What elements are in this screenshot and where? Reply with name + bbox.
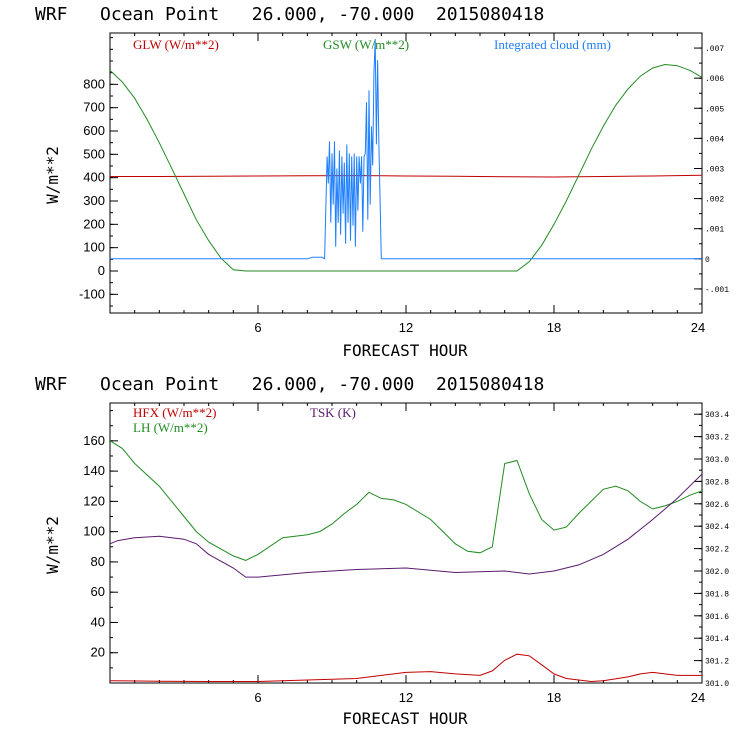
- y2-tick-label: 302.2: [705, 546, 729, 555]
- y-tick-label: 0: [98, 263, 105, 278]
- y-tick-label: 300: [83, 193, 105, 208]
- series-line-1: [110, 63, 702, 272]
- y2-tick-label: 302.6: [705, 501, 729, 510]
- top-x-axis-label: FORECAST HOUR: [342, 341, 468, 360]
- y2-tick-label: .005: [705, 105, 724, 114]
- bottom-chart-title: WRF Ocean Point 26.000, -70.000 20150804…: [35, 374, 544, 395]
- y2-tick-label: 303.2: [705, 434, 729, 443]
- y-tick-label: 40: [91, 614, 105, 629]
- y-tick-label: -100: [79, 286, 105, 301]
- legend-entry-0: HFX (W/m**2): [133, 405, 216, 420]
- y-tick-label: 140: [83, 463, 105, 478]
- y2-tick-label: -.001: [705, 286, 729, 295]
- y2-tick-label: 303.4: [705, 411, 729, 420]
- y-tick-label: 200: [83, 216, 105, 231]
- legend-entry-2: TSK (K): [310, 405, 356, 420]
- y2-tick-label: 301.6: [705, 613, 729, 622]
- x-tick-label: 12: [399, 690, 413, 705]
- bottom-y-axis-label: W/m**2: [43, 516, 62, 574]
- y2-tick-label: 302.4: [705, 523, 729, 532]
- y-tick-label: 120: [83, 493, 105, 508]
- plot-frame: [109, 402, 703, 684]
- series-line-0: [110, 174, 702, 178]
- y2-tick-label: .004: [705, 135, 724, 144]
- y2-tick-label: .001: [705, 226, 724, 235]
- y-tick-label: 60: [91, 584, 105, 599]
- y2-tick-label: 301.4: [705, 635, 729, 644]
- x-tick-label: 6: [254, 320, 261, 335]
- series-line-2: [110, 38, 702, 260]
- top-chart-plot: 6 12 18 24 -100 0 100 200 300 400 500 600 700 800 -.00…: [79, 32, 729, 335]
- y2-tick-label: 301.0: [705, 680, 729, 689]
- y2-tick-label: 303.0: [705, 456, 729, 465]
- x-tick-label: 12: [399, 320, 413, 335]
- bottom-x-axis-label: FORECAST HOUR: [342, 709, 468, 728]
- x-tick-label: 24: [691, 320, 705, 335]
- x-tick-label: 18: [547, 320, 561, 335]
- series-line-2: [110, 473, 702, 578]
- x-tick-label: 6: [254, 690, 261, 705]
- y-tick-label: 600: [83, 123, 105, 138]
- y2-tick-label: .007: [705, 45, 724, 54]
- legend-entry-1: GSW (W/m**2): [323, 37, 409, 52]
- legend-entry-0: GLW (W/m**2): [133, 37, 219, 52]
- y-tick-label: 500: [83, 146, 105, 161]
- y-tick-label: 400: [83, 170, 105, 185]
- x-tick-label: 18: [547, 690, 561, 705]
- y2-tick-label: .003: [705, 165, 724, 174]
- y-tick-label: 800: [83, 76, 105, 91]
- y2-tick-label: 0: [705, 256, 710, 265]
- top-chart-title: WRF Ocean Point 26.000, -70.000 20150804…: [35, 4, 544, 25]
- legend-entry-2: Integrated cloud (mm): [494, 37, 611, 52]
- series-line-1: [110, 440, 702, 561]
- top-y-axis-label: W/m**2: [43, 146, 62, 204]
- y-tick-label: 80: [91, 554, 105, 569]
- y-tick-label: 160: [83, 433, 105, 448]
- x-tick-label: 24: [691, 690, 705, 705]
- y-tick-label: 100: [83, 240, 105, 255]
- legend-entry-1: LH (W/m**2): [133, 420, 208, 435]
- bottom-chart-plot: 6 12 18 24 20 40 60 80 100 120 140 160 301.0 301.2 301…: [83, 402, 729, 705]
- y2-tick-label: .002: [705, 196, 724, 205]
- y-tick-label: 700: [83, 100, 105, 115]
- y-tick-label: 20: [91, 645, 105, 660]
- y2-tick-label: 302.8: [705, 478, 729, 487]
- y2-tick-label: 301.2: [705, 658, 729, 667]
- series-line-0: [110, 653, 702, 683]
- y-tick-label: 100: [83, 524, 105, 539]
- y2-tick-label: .006: [705, 75, 724, 84]
- y2-tick-label: 302.0: [705, 568, 729, 577]
- y2-tick-label: 301.8: [705, 590, 729, 599]
